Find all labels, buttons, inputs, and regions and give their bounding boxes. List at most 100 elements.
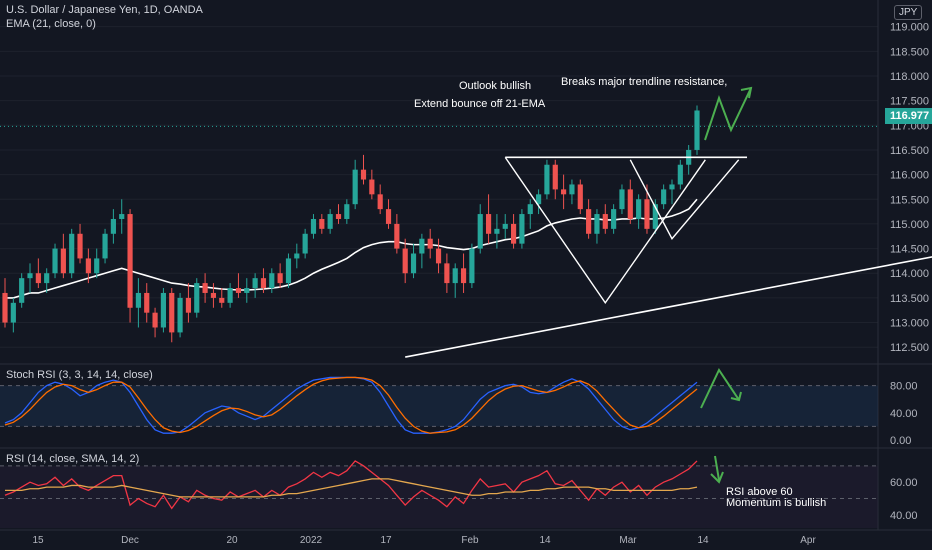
rsi-arrowhead (710, 471, 724, 484)
candle-body (510, 223, 517, 244)
candle-body (310, 218, 317, 234)
chart-title: U.S. Dollar / Japanese Yen, 1D, OANDA (6, 4, 203, 16)
main-pane (0, 86, 932, 358)
rsi-tick-label: 60.00 (890, 477, 918, 489)
candle-body (569, 184, 575, 195)
price-tick-label: 118.500 (890, 46, 929, 58)
candle-body (402, 248, 408, 274)
candle-body (485, 214, 492, 234)
candle-body (552, 164, 558, 190)
candle-body (110, 218, 116, 234)
candle-body (394, 223, 400, 249)
candle-body (260, 278, 267, 289)
annotation-breakout: Breaks major trendline resistance, (561, 76, 728, 88)
time-tick-label: 15 (32, 535, 44, 546)
candle-body (69, 233, 75, 274)
candle-body (52, 248, 58, 274)
candle-body (527, 204, 533, 215)
pattern-lines (504, 156, 706, 305)
candle-body (319, 218, 325, 229)
candle-body (85, 258, 91, 274)
price-tick-label: 114.000 (890, 268, 929, 280)
candle-body (77, 233, 83, 259)
candle-body (577, 184, 583, 210)
candle-body (352, 169, 358, 205)
candle-body (536, 194, 542, 205)
candle-body (144, 292, 150, 313)
rsi-arrow (714, 455, 720, 481)
annotation-bounce: Extend bounce off 21-EMA (414, 98, 546, 110)
candle-body (169, 292, 175, 333)
rsi-band (0, 465, 878, 528)
annotation-rsi-above: RSI above 60 (726, 486, 793, 498)
time-tick-label: Mar (619, 535, 637, 546)
candle-body (327, 214, 333, 229)
candle-body (210, 292, 217, 298)
rsi-tick-label: 40.00 (890, 510, 918, 522)
candle-body (227, 288, 233, 303)
candle-body (244, 288, 250, 293)
candle-body (102, 233, 108, 259)
price-tick-label: 113.000 (890, 318, 929, 330)
currency-badge[interactable]: JPY (894, 5, 923, 20)
stoch-projection-arrow (700, 367, 740, 409)
time-tick-label: 20 (226, 535, 238, 546)
candle-body (385, 209, 392, 224)
stoch-tick-label: 0.00 (890, 435, 911, 447)
candle-body (219, 297, 225, 303)
candle-body (60, 248, 66, 274)
time-tick-label: 14 (697, 535, 709, 546)
candle-body (669, 184, 675, 190)
candle-body (452, 268, 458, 284)
candle-body (644, 199, 650, 229)
stoch-band (0, 385, 878, 427)
candle-body (561, 189, 567, 195)
price-tick-label: 114.500 (890, 244, 929, 256)
candle-body (119, 214, 125, 219)
candle-body (594, 214, 600, 234)
candle-body (636, 199, 642, 219)
candle-body (185, 297, 192, 313)
candle-body (202, 283, 208, 293)
price-tick-label: 117.500 (890, 96, 929, 108)
rsi-pane (0, 455, 878, 528)
projection-arrow (704, 87, 752, 141)
candle-body (619, 189, 625, 210)
time-tick-label: Feb (461, 535, 479, 546)
stoch-projection-arrowhead (730, 391, 742, 402)
price-tick-label: 112.500 (890, 342, 929, 354)
price-tick-label: 119.000 (890, 22, 929, 34)
candle-body (335, 214, 342, 219)
candle-body (544, 164, 550, 195)
candle-body (94, 258, 100, 274)
candle-body (410, 253, 417, 274)
candle-body (294, 253, 300, 259)
candle-body (177, 297, 183, 333)
candle-body (469, 248, 475, 284)
ema-21-line (5, 198, 698, 299)
candle-body (627, 189, 633, 219)
candle-body (277, 273, 283, 284)
time-tick-label: 2022 (300, 535, 323, 546)
candle-body (152, 312, 158, 328)
annotation-rsi-momentum: Momentum is bullish (726, 497, 827, 509)
stoch-d-line (4, 376, 698, 434)
candle-body (360, 169, 367, 180)
candle-body (252, 278, 258, 289)
rsi-rsi-line (4, 460, 698, 510)
price-tick-label: 115.000 (890, 219, 929, 231)
price-tick-label: 115.500 (890, 194, 929, 206)
stoch-tick-label: 40.00 (890, 408, 918, 420)
candle-body (435, 248, 442, 264)
price-tick-label: 116.000 (890, 170, 929, 182)
stoch-rsi-pane (0, 367, 878, 434)
projection-arrowhead (740, 86, 753, 99)
pattern-lines-2 (629, 159, 740, 240)
candle-body (269, 273, 275, 289)
trendline (405, 256, 932, 358)
candle-body (369, 179, 375, 195)
time-tick-label: Apr (800, 535, 816, 546)
annotation-outlook: Outlook bullish (459, 80, 532, 92)
candle-body (27, 273, 33, 279)
